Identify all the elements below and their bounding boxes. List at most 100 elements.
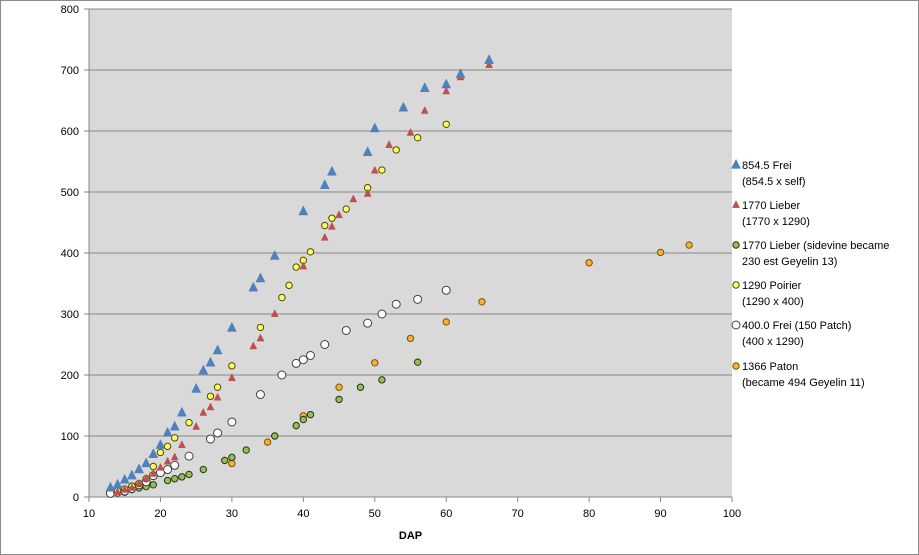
series-0	[105, 54, 494, 492]
data-point	[371, 359, 379, 367]
data-point	[413, 294, 423, 304]
x-tick-label: 30	[226, 508, 238, 520]
data-point	[298, 355, 308, 365]
data-point	[119, 473, 130, 484]
data-point	[156, 462, 165, 471]
y-tick-label: 600	[61, 126, 79, 138]
x-tick-label: 80	[583, 508, 595, 520]
data-point	[377, 309, 387, 319]
data-point	[398, 101, 409, 112]
legend: 854.5 Frei (854.5 x self) 1770 Lieber (1770…	[731, 158, 889, 389]
data-point	[178, 473, 186, 481]
data-point	[413, 134, 422, 142]
data-point	[191, 382, 202, 393]
legend-entry: 400.0 Frei (150 Patch) (400 x 1290)	[731, 320, 851, 348]
data-point	[320, 340, 330, 349]
legend-marker	[731, 320, 741, 330]
data-point	[163, 465, 173, 475]
data-point	[335, 395, 343, 404]
x-tick-label: 70	[512, 508, 524, 520]
data-point	[184, 451, 194, 461]
data-point	[320, 232, 329, 241]
data-point	[369, 122, 380, 133]
data-point	[149, 468, 158, 477]
data-point	[205, 356, 216, 367]
legend-entry: 1770 Lieber (1770 x 1290)	[732, 200, 810, 228]
data-point	[213, 383, 222, 391]
legend-label: (1290 x 400)	[742, 296, 804, 308]
data-point	[420, 105, 429, 114]
data-point	[169, 420, 180, 431]
data-point	[656, 248, 665, 257]
data-point	[362, 146, 373, 157]
data-point	[406, 334, 415, 343]
data-point	[256, 323, 265, 332]
y-tick-labels: 0 100 200 300 400 500 600 700 800	[61, 4, 79, 504]
data-point	[192, 421, 201, 430]
data-point	[227, 373, 236, 381]
data-point	[242, 446, 250, 454]
data-point	[391, 299, 401, 309]
data-point	[378, 376, 386, 384]
data-point	[171, 475, 179, 483]
y-tick-label: 800	[61, 4, 79, 16]
data-point	[484, 54, 494, 64]
data-point	[406, 127, 415, 136]
data-point	[135, 478, 143, 487]
data-point	[291, 358, 301, 368]
x-tick-labels: 10 20 30 40 50 60 70 80 90 100	[83, 508, 741, 520]
x-axis-title: DAP	[399, 530, 422, 542]
data-point	[278, 293, 286, 302]
data-point	[206, 402, 215, 411]
legend-marker	[731, 158, 741, 169]
data-point	[277, 370, 287, 380]
legend-label: 1366 Paton	[742, 361, 798, 373]
data-point	[162, 426, 173, 437]
data-point	[255, 272, 266, 283]
data-point	[478, 298, 486, 306]
data-point	[228, 362, 236, 370]
data-point	[163, 442, 172, 451]
data-point	[392, 146, 400, 154]
data-point	[306, 248, 315, 256]
data-point	[185, 418, 193, 427]
data-point	[155, 439, 166, 449]
data-point	[342, 205, 350, 213]
data-point	[335, 210, 343, 219]
data-point	[298, 205, 309, 216]
data-point	[441, 78, 452, 89]
legend-marker	[732, 200, 740, 208]
data-point	[213, 428, 223, 438]
data-point	[149, 462, 158, 471]
data-point	[170, 452, 179, 461]
data-point	[185, 470, 193, 479]
data-point	[442, 318, 450, 326]
data-point	[370, 165, 379, 174]
data-point	[141, 457, 152, 468]
legend-marker	[732, 362, 740, 370]
data-point	[585, 259, 593, 267]
data-point	[227, 417, 237, 427]
data-point	[163, 456, 172, 465]
legend-label: 1770 Lieber	[742, 200, 800, 212]
data-point	[199, 407, 208, 416]
data-point	[441, 285, 451, 295]
legend-label: 854.5 Frei	[742, 160, 792, 172]
legend-label: 230 est Geyelin 13)	[742, 256, 837, 268]
y-tick-label: 500	[61, 187, 79, 199]
data-point	[455, 68, 466, 78]
y-tick-label: 200	[61, 370, 79, 382]
data-point	[270, 309, 279, 317]
x-tick-label: 40	[297, 508, 309, 520]
data-point	[485, 60, 493, 69]
data-point	[306, 410, 315, 419]
series-1	[113, 60, 493, 496]
data-point	[285, 281, 293, 290]
x-tick-label: 90	[654, 508, 666, 520]
data-point	[263, 438, 272, 446]
data-point	[328, 214, 336, 222]
legend-label: 1770 Lieber (sidevine became	[742, 240, 889, 252]
data-point	[170, 460, 180, 470]
data-point	[163, 476, 172, 485]
data-point	[228, 453, 236, 462]
